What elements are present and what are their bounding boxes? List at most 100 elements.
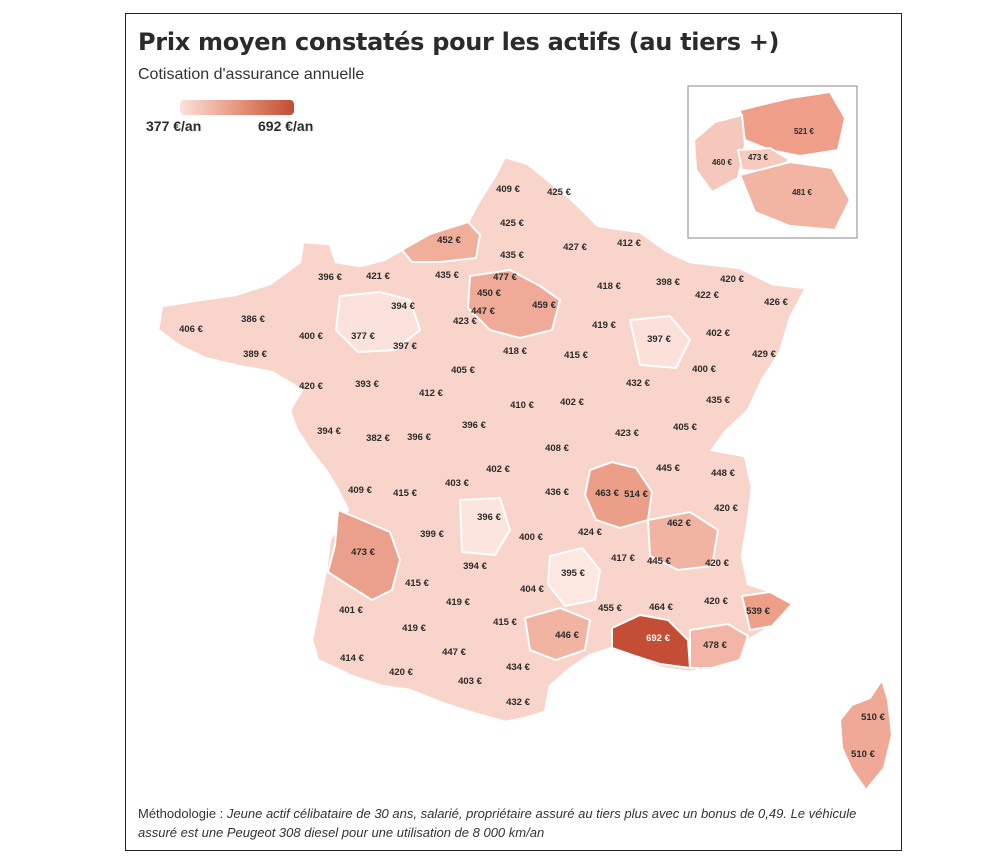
department-label: 409 € <box>496 184 520 195</box>
department-label: 386 € <box>241 314 265 325</box>
department-label: 393 € <box>355 379 379 390</box>
department-label: 415 € <box>564 350 588 361</box>
department-label: 427 € <box>563 242 587 253</box>
map-subtitle: Cotisation d'assurance annuelle <box>138 66 365 83</box>
department-label: 402 € <box>486 464 510 475</box>
department-label: 400 € <box>692 364 716 375</box>
department-label: 429 € <box>752 349 776 360</box>
tint-isere <box>646 510 720 572</box>
tint-brittany-light <box>334 290 422 354</box>
department-label: 514 € <box>624 489 648 500</box>
tint-nord-picardie <box>400 220 482 263</box>
department-tints <box>326 220 794 670</box>
department-label: 414 € <box>340 653 364 664</box>
inset-labels: 521 € 460 € 473 € 481 € <box>712 127 815 197</box>
department-label: 425 € <box>547 187 571 198</box>
department-label: 404 € <box>520 584 544 595</box>
inset-val-d-oise <box>738 90 847 158</box>
department-label: 403 € <box>458 676 482 687</box>
department-label: 382 € <box>366 433 390 444</box>
department-label: 377 € <box>351 331 375 342</box>
inset-department-label: 521 € <box>794 127 815 136</box>
department-label: 539 € <box>746 606 770 617</box>
department-label: 459 € <box>532 300 556 311</box>
department-label: 435 € <box>435 270 459 281</box>
department-label: 408 € <box>545 443 569 454</box>
department-label: 462 € <box>667 518 691 529</box>
department-label: 394 € <box>391 301 415 312</box>
department-label: 389 € <box>243 349 267 360</box>
methodology-text: Jeune actif célibataire de 30 ans, salar… <box>138 806 857 840</box>
department-label: 423 € <box>453 316 477 327</box>
department-label: 447 € <box>471 306 495 317</box>
tint-cantal-light <box>546 546 602 608</box>
department-label: 394 € <box>463 561 487 572</box>
methodology-prefix: Méthodologie : <box>138 806 227 821</box>
department-label: 415 € <box>393 488 417 499</box>
department-label: 394 € <box>317 426 341 437</box>
legend-min-label: 377 €/an <box>146 118 202 134</box>
department-label: 402 € <box>560 397 584 408</box>
department-label: 434 € <box>506 662 530 673</box>
department-label: 418 € <box>597 281 621 292</box>
department-label: 415 € <box>493 617 517 628</box>
department-label: 397 € <box>393 341 417 352</box>
department-label: 417 € <box>611 553 635 564</box>
department-label: 445 € <box>647 556 671 567</box>
legend-gradient <box>180 100 294 115</box>
department-label: 419 € <box>446 597 470 608</box>
department-label: 478 € <box>703 640 727 651</box>
department-label: 420 € <box>704 596 728 607</box>
inset-department-label: 473 € <box>748 153 769 162</box>
department-label: 412 € <box>617 238 641 249</box>
department-label: 400 € <box>299 331 323 342</box>
inset-essonne <box>738 160 852 232</box>
tint-var <box>689 622 750 669</box>
department-label: 448 € <box>711 468 735 479</box>
department-label: 452 € <box>437 235 461 246</box>
department-label: 419 € <box>592 320 616 331</box>
department-labels: 409 € 425 € 425 € 452 € 435 € 427 € 412 € 396 €… <box>179 184 885 760</box>
department-label: 422 € <box>695 290 719 301</box>
tint-idf <box>466 268 562 340</box>
tint-haute-marne-light <box>628 314 692 370</box>
tint-loire-light <box>458 496 512 557</box>
department-label: 432 € <box>506 697 530 708</box>
france-mainland-shape <box>156 155 808 724</box>
department-label: 415 € <box>405 578 429 589</box>
department-label: 420 € <box>714 503 738 514</box>
department-label: 401 € <box>339 605 363 616</box>
department-label: 425 € <box>500 218 524 229</box>
department-label: 421 € <box>366 271 390 282</box>
map-title: Prix moyen constatés pour les actifs (au… <box>138 28 780 56</box>
department-label: 455 € <box>598 603 622 614</box>
department-label: 446 € <box>555 630 579 641</box>
department-label: 398 € <box>656 277 680 288</box>
department-label: 424 € <box>578 527 602 538</box>
department-label: 445 € <box>656 463 680 474</box>
department-label: 477 € <box>493 272 517 283</box>
tint-alpes-maritimes <box>740 590 794 632</box>
corsica-shape <box>838 677 894 792</box>
department-label: 395 € <box>561 568 585 579</box>
department-label: 406 € <box>179 324 203 335</box>
department-label: 435 € <box>706 395 730 406</box>
inset-department-label: 460 € <box>712 158 733 167</box>
department-label: 510 € <box>851 749 875 760</box>
department-label: 403 € <box>445 478 469 489</box>
tint-herault <box>523 606 592 662</box>
department-label: 399 € <box>420 529 444 540</box>
department-label: 410 € <box>510 400 534 411</box>
department-label: 435 € <box>500 250 524 261</box>
department-label: 432 € <box>626 378 650 389</box>
department-label: 400 € <box>519 532 543 543</box>
department-label: 420 € <box>299 381 323 392</box>
department-label: 426 € <box>764 297 788 308</box>
department-label: 396 € <box>318 272 342 283</box>
department-label: 464 € <box>649 602 673 613</box>
legend-max-label: 692 €/an <box>258 118 314 134</box>
department-label: 447 € <box>442 647 466 658</box>
department-label: 423 € <box>615 428 639 439</box>
department-label: 463 € <box>595 488 619 499</box>
